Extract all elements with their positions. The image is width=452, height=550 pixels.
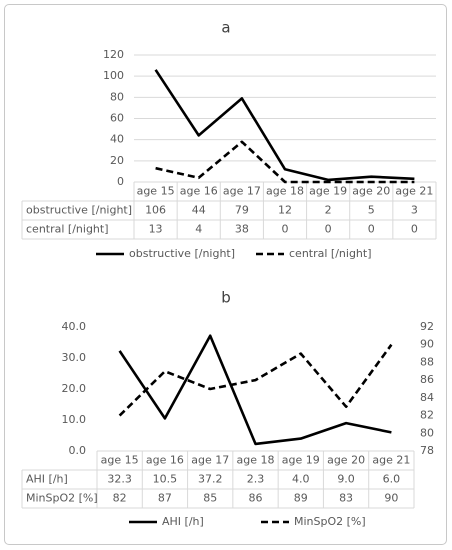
y2-tick-label: 82 (420, 409, 434, 422)
y-tick-label: 10.0 (62, 413, 87, 426)
data-label: 10.5 (153, 473, 178, 486)
y-tick-label: 0 (117, 175, 124, 188)
series-line-0 (154, 69, 415, 182)
y-tick-label: 120 (103, 48, 124, 61)
y-tick-label: 100 (103, 69, 124, 82)
data-label: 38 (235, 223, 249, 236)
category-label: age 20 (352, 185, 390, 198)
data-label: 87 (158, 492, 172, 505)
data-label: 85 (203, 492, 217, 505)
category-label: age 19 (309, 185, 347, 198)
y-tick-label: 40.0 (62, 320, 87, 333)
y-tick-label: 80 (110, 90, 124, 103)
data-label: 2 (325, 204, 332, 217)
y-tick-label: 20 (110, 154, 124, 167)
series-line-1 (155, 140, 415, 184)
data-label: 79 (235, 204, 249, 217)
data-label: 2.3 (247, 473, 265, 486)
data-label: 5 (368, 204, 375, 217)
legend-label: obstructive [/night] (129, 247, 235, 260)
data-label: 12 (278, 204, 292, 217)
category-label: age 20 (327, 454, 365, 467)
data-label: 83 (339, 492, 353, 505)
chart-title: a (221, 19, 230, 37)
category-label: age 21 (395, 185, 433, 198)
category-label: age 18 (237, 454, 275, 467)
data-label: 4 (195, 223, 202, 236)
data-label: 0 (325, 223, 332, 236)
table-row-label: obstructive [/night] (26, 204, 132, 217)
data-label: 0 (282, 223, 289, 236)
y2-tick-label: 88 (420, 355, 434, 368)
data-label: 4.0 (292, 473, 310, 486)
y-tick-label: 30.0 (62, 351, 87, 364)
category-label: age 21 (372, 454, 410, 467)
y2-tick-label: 86 (420, 373, 434, 386)
chart-title: b (221, 289, 231, 307)
y-tick-label: 60 (110, 112, 124, 125)
data-label: 90 (384, 492, 398, 505)
data-label: 37.2 (198, 473, 223, 486)
data-label: 3 (411, 204, 418, 217)
category-label: age 18 (266, 185, 304, 198)
table-row-label: AHI [/h] (26, 473, 68, 486)
data-label: 89 (294, 492, 308, 505)
data-label: 9.0 (337, 473, 355, 486)
y2-tick-label: 92 (420, 320, 434, 333)
category-label: age 16 (146, 454, 184, 467)
series-line-1 (118, 343, 393, 417)
data-label: 32.3 (107, 473, 132, 486)
table-row-label: central [/night] (26, 223, 109, 236)
y-tick-label: 20.0 (62, 382, 87, 395)
data-label: 86 (249, 492, 263, 505)
y2-tick-label: 80 (420, 426, 434, 439)
category-label: age 16 (180, 185, 218, 198)
y2-tick-label: 84 (420, 391, 434, 404)
category-label: age 17 (223, 185, 261, 198)
table-row-label: MinSpO2 [%] (26, 492, 98, 505)
y2-tick-label: 90 (420, 338, 434, 351)
category-label: age 17 (191, 454, 229, 467)
category-label: age 15 (101, 454, 139, 467)
data-label: 0 (368, 223, 375, 236)
data-label: 106 (145, 204, 166, 217)
data-label: 44 (192, 204, 206, 217)
series-line-0 (118, 334, 392, 446)
legend-label: MinSpO2 [%] (294, 515, 366, 528)
legend-label: AHI [/h] (162, 515, 204, 528)
data-label: 82 (113, 492, 127, 505)
data-label: 6.0 (383, 473, 401, 486)
data-label: 13 (149, 223, 163, 236)
category-label: age 19 (282, 454, 320, 467)
figure-frame (4, 4, 447, 545)
category-label: age 15 (137, 185, 175, 198)
y-tick-label: 0.0 (69, 444, 87, 457)
data-label: 0 (411, 223, 418, 236)
y2-tick-label: 78 (420, 444, 434, 457)
legend-label: central [/night] (289, 247, 372, 260)
y-tick-label: 40 (110, 133, 124, 146)
